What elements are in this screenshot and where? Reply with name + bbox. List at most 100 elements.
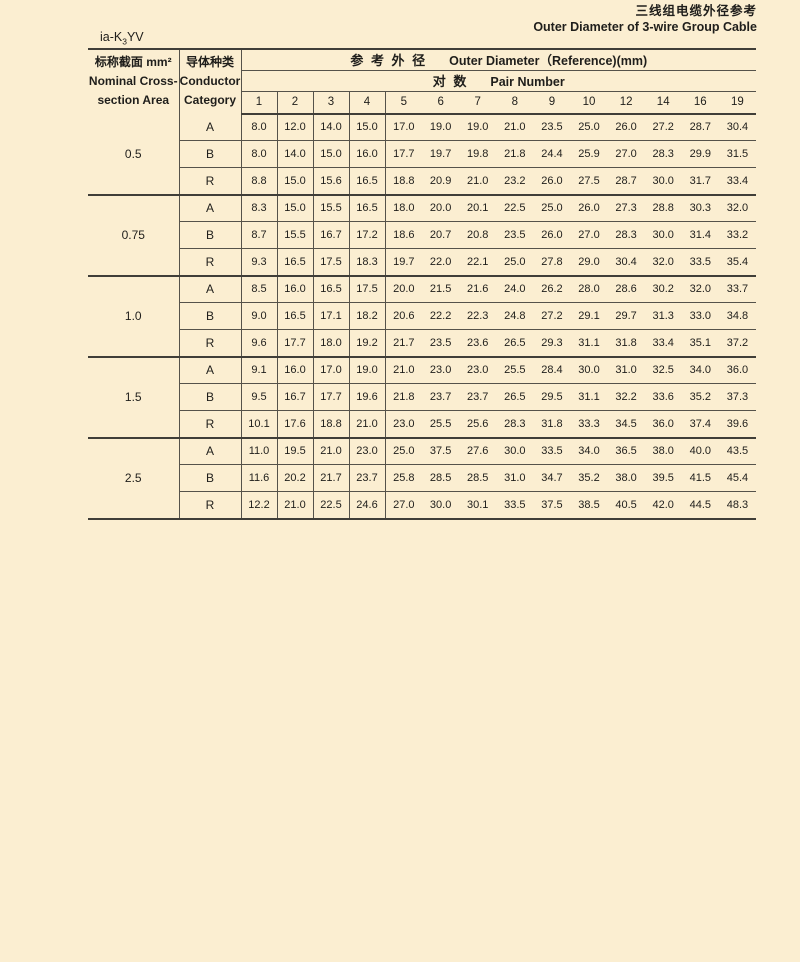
value-cell: 17.2 — [349, 221, 386, 249]
value-cell: 15.0 — [277, 167, 314, 196]
conductor-category-header-en2: Category — [183, 93, 236, 108]
category-cell: R — [179, 491, 242, 520]
value-cell: 25.0 — [570, 113, 608, 141]
value-cell: 33.2 — [718, 221, 756, 249]
pair-number-header-en: Pair Number — [490, 75, 565, 89]
value-cell: 16.0 — [277, 356, 314, 384]
value-cell: 28.5 — [422, 464, 460, 492]
value-cell: 28.0 — [570, 275, 608, 303]
value-cell: 24.8 — [496, 302, 534, 330]
pair-col-header-1: 1 — [241, 91, 278, 115]
value-cell: 16.5 — [313, 275, 350, 303]
value-cell: 8.3 — [241, 194, 278, 222]
value-cell: 17.5 — [349, 275, 386, 303]
value-cell: 19.6 — [349, 383, 386, 411]
value-cell: 15.0 — [313, 140, 350, 168]
value-cell: 17.6 — [277, 410, 314, 439]
value-cell: 35.4 — [718, 248, 756, 277]
table-row: 0.5 A 8.0 12.0 14.0 15.0 17.0 19.0 19.0 21.0 23.5 2… — [88, 113, 756, 196]
page-title-en: Outer Diameter of 3-wire Group Cable — [533, 20, 757, 35]
value-cell: 34.0 — [570, 437, 608, 465]
value-cell: 20.9 — [422, 167, 460, 196]
value-cell: 39.6 — [718, 410, 756, 439]
value-cell: 30.4 — [607, 248, 645, 277]
pair-col-header-3: 3 — [313, 91, 350, 115]
value-cell: 19.8 — [459, 140, 497, 168]
value-cell: 31.0 — [607, 356, 645, 384]
value-cell: 21.7 — [385, 329, 423, 358]
value-cell: 30.2 — [644, 275, 682, 303]
value-cell: 28.8 — [644, 194, 682, 222]
value-cell: 18.8 — [385, 167, 423, 196]
value-cell: 22.3 — [459, 302, 497, 330]
value-cell: 36.5 — [607, 437, 645, 465]
value-cell: 28.5 — [459, 464, 497, 492]
value-cell: 27.5 — [570, 167, 608, 196]
value-cell: 9.6 — [241, 329, 278, 358]
value-cell: 37.3 — [718, 383, 756, 411]
value-cell: 18.0 — [313, 329, 350, 358]
value-cell: 26.2 — [533, 275, 571, 303]
value-cell: 17.0 — [385, 113, 423, 141]
value-cell: 33.5 — [533, 437, 571, 465]
value-cell: 24.0 — [496, 275, 534, 303]
value-cell: 24.4 — [533, 140, 571, 168]
value-cell: 19.0 — [459, 113, 497, 141]
value-cell: 35.1 — [681, 329, 719, 358]
category-cell: R — [179, 410, 242, 439]
value-cell: 32.0 — [681, 275, 719, 303]
value-cell: 27.6 — [459, 437, 497, 465]
value-cell: 12.0 — [277, 113, 314, 141]
value-cell: 42.0 — [644, 491, 682, 520]
value-cell: 26.5 — [496, 383, 534, 411]
value-cell: 21.0 — [349, 410, 386, 439]
table-row: R 10.1 17.6 18.8 21.0 23.0 25.5 25.6 28.3 31.8 33.… — [88, 410, 756, 439]
outer-diameter-table: 标称截面 mm² Nominal Cross- section Area 导体种… — [88, 48, 756, 520]
value-cell: 15.0 — [277, 194, 314, 222]
value-cell: 22.5 — [313, 491, 350, 520]
value-cell: 15.0 — [349, 113, 386, 141]
pair-col-header-19: 19 — [718, 91, 756, 115]
value-cell: 25.9 — [570, 140, 608, 168]
value-cell: 16.7 — [313, 221, 350, 249]
area-cell: 1.5 — [88, 356, 180, 439]
value-cell: 31.5 — [718, 140, 756, 168]
value-cell: 29.1 — [570, 302, 608, 330]
value-cell: 23.6 — [459, 329, 497, 358]
value-cell: 32.5 — [644, 356, 682, 384]
pair-col-header-5: 5 — [385, 91, 423, 115]
value-cell: 20.8 — [459, 221, 497, 249]
value-cell: 23.5 — [533, 113, 571, 141]
value-cell: 31.4 — [681, 221, 719, 249]
nominal-area-header-zh: 标称截面 mm² — [94, 54, 172, 69]
value-cell: 40.5 — [607, 491, 645, 520]
value-cell: 22.1 — [459, 248, 497, 277]
value-cell: 15.5 — [277, 221, 314, 249]
value-cell: 30.0 — [422, 491, 460, 520]
value-cell: 18.3 — [349, 248, 386, 277]
value-cell: 38.5 — [570, 491, 608, 520]
pair-number-columns-row: 1 2 3 4 5 6 7 8 9 10 12 14 16 19 — [88, 91, 756, 115]
table-row: 1.5 A 9.1 16.0 17.0 19.0 21.0 23.0 23.0 25.5 28.4 3… — [88, 356, 756, 439]
value-cell: 21.8 — [385, 383, 423, 411]
value-cell: 19.2 — [349, 329, 386, 358]
table-row: R 12.2 21.0 22.5 24.6 27.0 30.0 30.1 33.5 37.5 38.… — [88, 491, 756, 520]
value-cell: 33.3 — [570, 410, 608, 439]
value-cell: 19.0 — [349, 356, 386, 384]
value-cell: 19.0 — [422, 113, 460, 141]
value-cell: 9.5 — [241, 383, 278, 411]
table-row: B 8.0 14.0 15.0 16.0 17.7 19.7 19.8 21.8 24.4 25.9… — [88, 140, 756, 168]
nominal-area-header-en2: section Area — [97, 93, 170, 108]
value-cell: 33.7 — [718, 275, 756, 303]
pair-col-header-12: 12 — [607, 91, 645, 115]
value-cell: 26.0 — [607, 113, 645, 141]
value-cell: 21.0 — [277, 491, 314, 520]
value-cell: 38.0 — [607, 464, 645, 492]
value-cell: 30.4 — [718, 113, 756, 141]
value-cell: 21.8 — [496, 140, 534, 168]
pair-number-header-zh: 对 数 — [432, 74, 469, 89]
pair-col-header-8: 8 — [496, 91, 534, 115]
table-row: R 8.8 15.0 15.6 16.5 18.8 20.9 21.0 23.2 26.0 27.5… — [88, 167, 756, 196]
value-cell: 28.4 — [533, 356, 571, 384]
